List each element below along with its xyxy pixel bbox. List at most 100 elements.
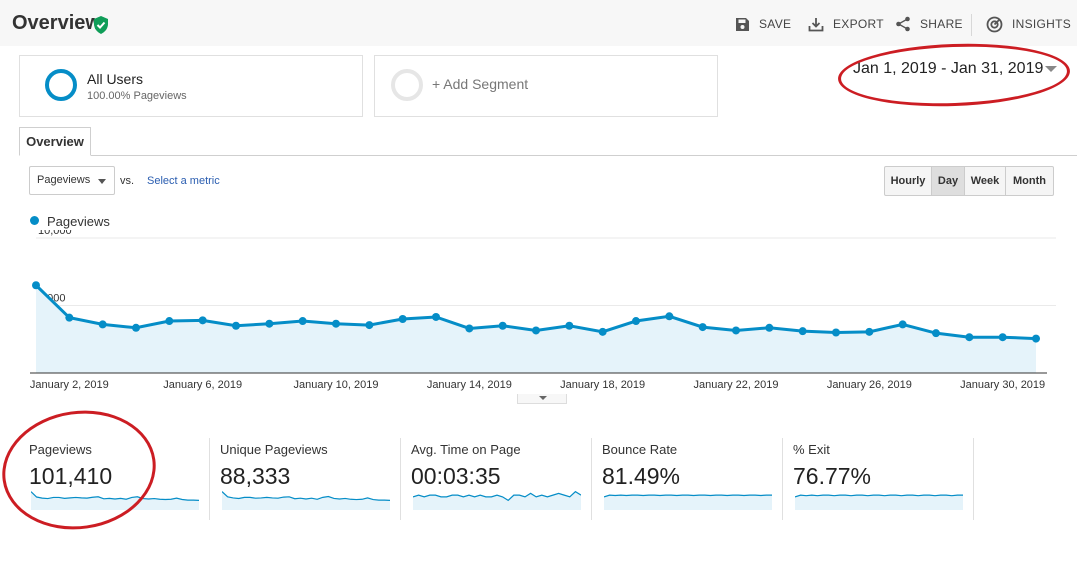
scorecard-label: Bounce Rate	[602, 442, 678, 457]
scorecard-label: Pageviews	[29, 442, 92, 457]
scorecard-exit-rate[interactable]: % Exit 76.77%	[783, 438, 974, 520]
chart-area	[36, 285, 1036, 373]
date-range-picker[interactable]: Jan 1, 2019 - Jan 31, 2019	[853, 60, 1044, 77]
sparkline-line	[222, 491, 390, 501]
data-point	[565, 321, 574, 330]
data-point	[498, 321, 507, 330]
save-label: SAVE	[759, 17, 792, 31]
range-hourly-button[interactable]: Hourly	[885, 167, 932, 195]
data-point	[765, 323, 774, 332]
x-tick-label: January 18, 2019	[560, 379, 645, 391]
sparkline-area	[31, 491, 199, 510]
data-point	[98, 320, 107, 329]
data-point	[898, 320, 907, 329]
data-point	[132, 323, 140, 332]
data-point	[965, 333, 974, 342]
data-point	[298, 317, 307, 326]
legend-dot	[30, 216, 39, 225]
segment-name: All Users	[87, 71, 144, 87]
data-point	[232, 321, 240, 330]
x-tick-label: January 30, 2019	[960, 379, 1045, 391]
data-point	[265, 319, 274, 328]
scorecard-value: 88,333	[220, 463, 291, 489]
share-label: SHARE	[920, 17, 963, 31]
metric-select-value: Pageviews	[37, 174, 91, 186]
insights-button[interactable]: INSIGHTS	[986, 14, 1071, 34]
data-point	[665, 312, 674, 321]
range-week-button[interactable]: Week	[965, 167, 1006, 195]
data-point	[932, 329, 940, 338]
select-metric-link[interactable]: Select a metric	[147, 175, 220, 187]
x-tick-label: January 26, 2019	[827, 379, 912, 391]
insights-label: INSIGHTS	[1012, 17, 1072, 31]
data-point	[698, 323, 707, 332]
scorecard-label: Unique Pageviews	[220, 442, 328, 457]
sparkline	[795, 494, 963, 510]
scorecard-pageviews[interactable]: Pageviews 101,410	[19, 438, 210, 520]
sparkline-line	[795, 494, 963, 498]
data-point	[732, 326, 740, 335]
data-point	[532, 326, 540, 335]
toolbar-divider	[971, 14, 972, 36]
scorecard-value: 00:03:35	[411, 463, 501, 489]
sparkline-line	[413, 490, 581, 502]
legend-label: Pageviews	[47, 214, 110, 229]
scorecard-label: % Exit	[793, 442, 830, 457]
sparkline	[31, 491, 199, 510]
sparkline-area	[795, 495, 963, 510]
scorecard-label: Avg. Time on Page	[411, 442, 521, 457]
data-point	[632, 317, 640, 326]
insights-icon	[986, 16, 1003, 32]
range-month-button[interactable]: Month	[1013, 175, 1046, 187]
tab-overview[interactable]: Overview	[19, 127, 91, 156]
data-point	[32, 281, 40, 290]
empty-segment-icon	[391, 69, 423, 101]
metric-select[interactable]: Pageviews	[29, 166, 115, 195]
sparkline-area	[222, 491, 390, 510]
date-range-caret-icon[interactable]	[1045, 66, 1057, 72]
x-tick-label: January 14, 2019	[427, 379, 512, 391]
verified-shield-icon	[94, 16, 108, 34]
data-point	[465, 324, 474, 333]
scorecard-bounce-rate[interactable]: Bounce Rate 81.49%	[592, 438, 783, 520]
data-point	[432, 312, 440, 321]
data-point	[998, 333, 1007, 342]
sparkline-line	[604, 494, 772, 498]
segment-all-users[interactable]: All Users 100.00% Pageviews	[19, 55, 363, 117]
data-point	[598, 327, 607, 336]
add-segment-button[interactable]: + Add Segment	[374, 55, 718, 117]
tab-divider	[19, 155, 1077, 156]
share-icon	[896, 16, 910, 32]
data-point	[365, 321, 374, 330]
scorecard-avg-time-on-page[interactable]: Avg. Time on Page 00:03:35	[401, 438, 592, 520]
x-tick-label: January 10, 2019	[293, 379, 378, 391]
data-point	[332, 319, 340, 328]
scorecard-value: 101,410	[29, 463, 113, 489]
save-button[interactable]: SAVE	[735, 14, 791, 34]
save-icon	[736, 17, 749, 31]
scorecard-unique-pageviews[interactable]: Unique Pageviews 88,333	[210, 438, 401, 520]
data-point	[832, 328, 840, 337]
vs-label: vs.	[120, 175, 135, 187]
range-day-button[interactable]: Day	[932, 167, 965, 195]
data-point	[865, 327, 874, 336]
x-tick-label: January 2, 2019	[30, 379, 109, 391]
share-button[interactable]: SHARE	[895, 14, 963, 34]
segment-donut-icon	[45, 69, 77, 101]
export-button[interactable]: EXPORT	[808, 14, 884, 34]
export-label: EXPORT	[833, 17, 884, 31]
sparkline-area	[604, 495, 772, 510]
x-tick-label: January 6, 2019	[163, 379, 242, 391]
sparkline-line	[31, 491, 199, 501]
export-icon	[808, 17, 824, 31]
segment-share: 100.00% Pageviews	[87, 90, 187, 102]
data-point	[1032, 334, 1040, 343]
sparkline	[604, 494, 772, 510]
scorecard-value: 76.77%	[793, 463, 872, 489]
chart-collapse-toggle[interactable]	[517, 394, 567, 404]
page-title: Overview	[12, 12, 101, 34]
data-point	[798, 327, 807, 336]
add-segment-label: + Add Segment	[432, 76, 529, 92]
x-tick-label: January 22, 2019	[693, 379, 778, 391]
